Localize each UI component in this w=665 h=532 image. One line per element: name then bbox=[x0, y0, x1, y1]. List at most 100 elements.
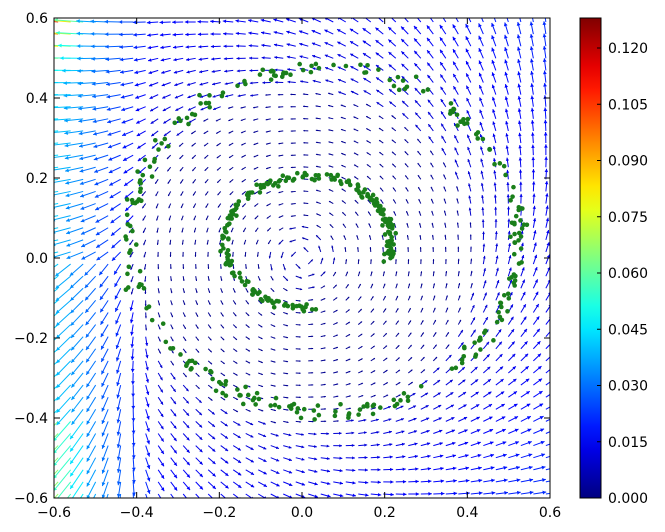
quiver-arrow bbox=[491, 22, 497, 35]
quiver-arrow bbox=[267, 239, 272, 245]
quiver-arrow bbox=[395, 430, 405, 434]
quiver-arrow bbox=[402, 112, 409, 120]
quiver-arrow bbox=[204, 154, 209, 159]
quiver-arrow bbox=[295, 287, 303, 291]
quiver-arrow bbox=[290, 203, 296, 205]
quiver-arrow bbox=[116, 445, 122, 461]
scatter-point bbox=[266, 296, 271, 301]
quiver-arrow bbox=[458, 416, 468, 422]
quiver-arrow bbox=[395, 480, 407, 484]
quiver-arrow bbox=[116, 481, 122, 498]
quiver-arrow bbox=[206, 239, 209, 245]
scatter-point bbox=[290, 305, 296, 311]
scatter-point bbox=[333, 409, 338, 414]
scatter-point bbox=[220, 242, 225, 248]
quiver-arrow bbox=[92, 130, 109, 136]
quiver-arrow bbox=[432, 367, 440, 374]
quiver-arrow bbox=[493, 194, 497, 204]
quiver-arrow bbox=[455, 18, 459, 23]
quiver-arrow bbox=[452, 61, 459, 71]
scatter-point bbox=[478, 347, 483, 352]
scatter-point bbox=[297, 303, 302, 308]
quiver-arrow bbox=[370, 295, 374, 301]
quiver-arrow bbox=[182, 384, 189, 392]
quiver-arrow bbox=[345, 431, 355, 435]
quiver-arrow bbox=[118, 32, 134, 37]
quiver-arrow bbox=[480, 158, 484, 168]
scatter-point bbox=[271, 304, 277, 310]
quiver-arrow bbox=[116, 372, 122, 387]
scatter-point bbox=[235, 387, 240, 392]
quiver-arrow bbox=[520, 340, 528, 350]
quiver-arrow bbox=[545, 254, 550, 265]
quiver-arrow bbox=[93, 154, 109, 161]
quiver-arrow bbox=[149, 106, 159, 112]
scatter-point bbox=[300, 67, 306, 73]
quiver-arrow bbox=[483, 403, 493, 410]
scatter-point bbox=[288, 72, 293, 78]
quiver-arrow bbox=[187, 94, 196, 99]
quiver-arrow bbox=[542, 21, 547, 35]
scatter-point bbox=[127, 250, 132, 256]
quiver-arrow bbox=[382, 247, 384, 252]
quiver-arrow bbox=[445, 295, 448, 301]
scatter-point bbox=[257, 72, 263, 77]
scatter-point bbox=[137, 180, 143, 185]
quiver-arrow bbox=[278, 190, 284, 194]
quiver-arrow bbox=[391, 151, 397, 156]
scatter-point bbox=[358, 62, 363, 68]
quiver-arrow bbox=[432, 271, 435, 277]
quiver-arrow bbox=[516, 46, 522, 59]
quiver-arrow bbox=[520, 267, 525, 277]
quiver-arrow bbox=[507, 242, 512, 253]
quiver-arrow bbox=[532, 230, 537, 240]
quiver-arrow bbox=[98, 263, 109, 276]
quiver-arrow bbox=[333, 334, 339, 338]
quiver-arrow bbox=[431, 222, 434, 228]
scatter-point bbox=[264, 180, 270, 186]
quiver-arrow bbox=[358, 382, 364, 386]
quiver-arrow bbox=[181, 215, 184, 221]
quiver-arrow bbox=[156, 239, 159, 245]
quiver-arrow bbox=[253, 166, 259, 170]
quiver-arrow bbox=[333, 359, 339, 362]
quiver-arrow bbox=[150, 118, 159, 125]
quiver-arrow bbox=[308, 420, 314, 423]
quiver-arrow bbox=[232, 420, 241, 426]
quiver-arrow bbox=[286, 55, 296, 59]
quiver-arrow bbox=[131, 445, 136, 459]
quiver-arrow bbox=[370, 345, 376, 350]
quiver-arrow bbox=[507, 341, 516, 350]
quiver-arrow bbox=[343, 235, 347, 241]
quiver-arrow bbox=[350, 65, 359, 71]
scatter-point bbox=[197, 92, 202, 98]
quiver-arrow bbox=[197, 32, 209, 36]
quiver-arrow bbox=[240, 118, 246, 122]
quiver-arrow bbox=[235, 19, 246, 23]
quiver-arrow bbox=[132, 20, 146, 25]
scatter-point bbox=[391, 397, 397, 403]
quiver-arrow bbox=[93, 142, 109, 149]
scatter-points bbox=[123, 61, 530, 422]
quiver-arrow bbox=[270, 457, 280, 462]
quiver-arrow bbox=[69, 275, 84, 289]
quiver-arrow bbox=[350, 78, 359, 83]
quiver-arrow bbox=[270, 287, 275, 293]
scatter-point bbox=[260, 67, 266, 73]
quiver-arrow bbox=[533, 365, 542, 374]
quiver-arrow bbox=[159, 33, 171, 37]
quiver-arrow bbox=[145, 324, 148, 331]
quiver-arrow bbox=[311, 54, 321, 59]
quiver-arrow bbox=[413, 62, 422, 71]
quiver-arrow bbox=[162, 106, 171, 112]
quiver-arrow bbox=[308, 273, 315, 277]
quiver-arrow bbox=[232, 408, 239, 413]
scatter-point bbox=[257, 190, 263, 195]
quiver-arrow bbox=[55, 336, 71, 352]
quiver-arrow bbox=[358, 431, 367, 435]
quiver-arrow bbox=[341, 188, 347, 192]
quiver-arrow bbox=[544, 18, 547, 23]
quiver-arrow bbox=[445, 466, 457, 471]
quiver-arrow bbox=[195, 312, 199, 318]
quiver-arrow bbox=[333, 371, 339, 374]
